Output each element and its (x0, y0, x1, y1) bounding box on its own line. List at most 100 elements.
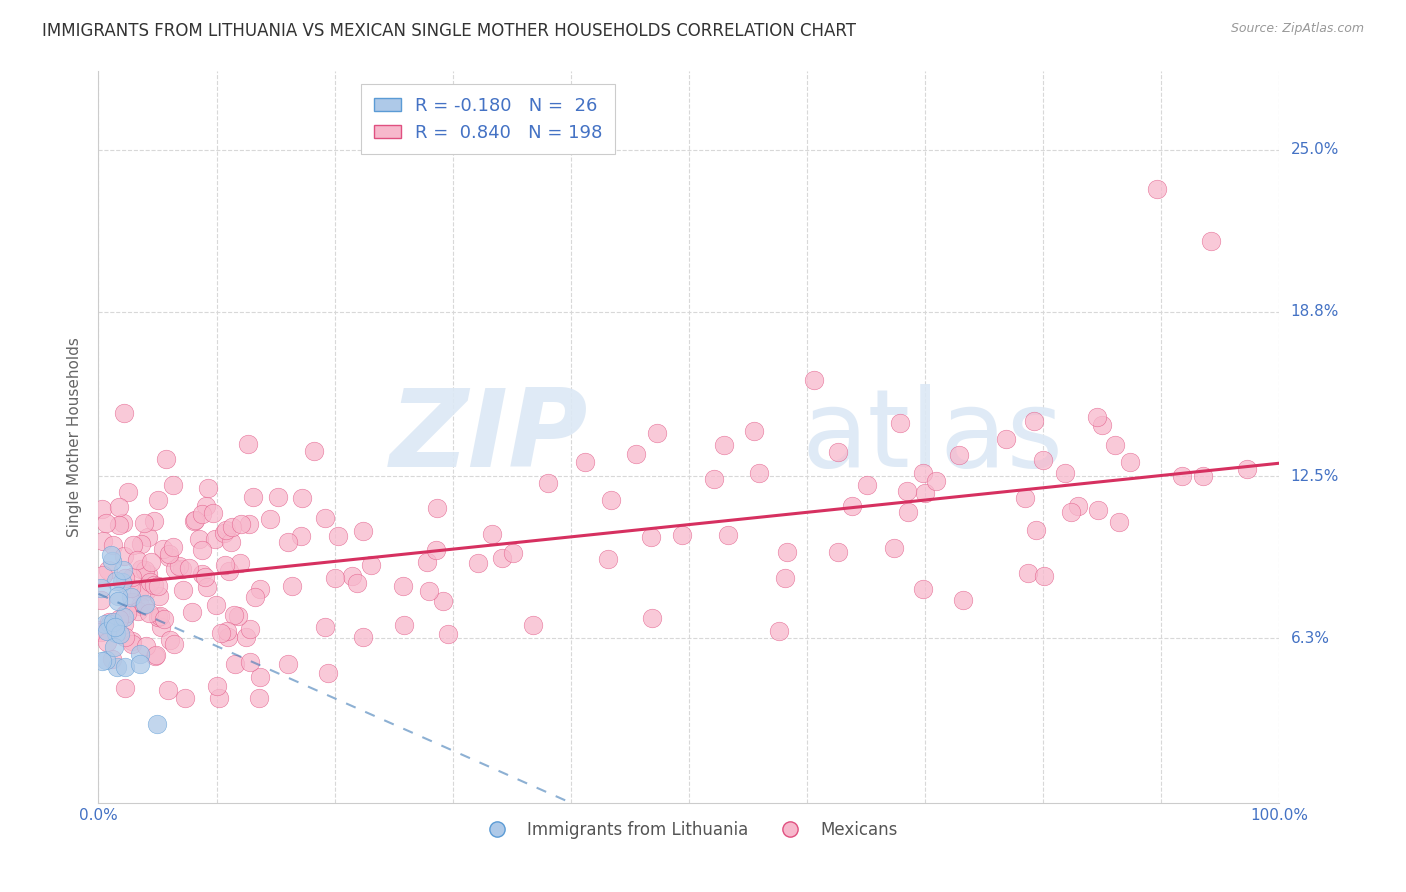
Point (426, 500, 449, 515)
Point (172, 583, 194, 598)
Point (146, 609, 169, 624)
Point (290, 529, 312, 543)
Point (132, 598, 155, 612)
Point (97, 563, 120, 577)
Point (170, 562, 193, 576)
Point (202, 506, 225, 520)
Point (129, 537, 152, 551)
Point (120, 590, 142, 604)
Point (249, 582, 271, 596)
Point (1085, 409, 1108, 424)
Point (162, 477, 184, 491)
Point (242, 490, 264, 504)
Text: ZIP: ZIP (391, 384, 589, 490)
Point (114, 571, 136, 585)
Point (896, 484, 918, 499)
Point (114, 607, 136, 621)
Point (143, 577, 166, 591)
Point (640, 610, 662, 624)
Point (231, 516, 253, 531)
Point (148, 590, 170, 604)
Point (114, 681, 136, 696)
Point (522, 617, 544, 632)
Point (108, 517, 131, 532)
Point (117, 485, 139, 500)
Point (90, 593, 112, 607)
Point (281, 579, 304, 593)
Point (112, 516, 135, 530)
Point (1146, 182, 1168, 196)
Point (112, 616, 135, 631)
Point (120, 581, 142, 595)
Point (713, 438, 735, 452)
Point (1199, 234, 1222, 248)
Point (277, 535, 299, 549)
Point (224, 657, 246, 671)
Point (134, 598, 156, 612)
Point (291, 491, 314, 505)
Point (152, 541, 174, 556)
Point (139, 574, 162, 589)
Point (219, 535, 242, 549)
Point (1014, 491, 1036, 505)
Point (134, 563, 156, 577)
Point (121, 538, 143, 552)
Point (1192, 469, 1215, 483)
Y-axis label: Single Mother Households: Single Mother Households (67, 337, 83, 537)
Point (146, 579, 169, 593)
Point (314, 619, 336, 633)
Point (136, 530, 159, 544)
Point (207, 680, 229, 694)
Point (889, 417, 911, 431)
Point (1104, 438, 1126, 452)
Point (600, 493, 623, 508)
Point (883, 541, 905, 555)
Point (103, 537, 125, 551)
Point (204, 532, 226, 546)
Point (1236, 462, 1258, 476)
Point (90, 624, 112, 639)
Point (1119, 455, 1142, 469)
Text: atlas: atlas (801, 384, 1063, 490)
Point (209, 625, 232, 640)
Point (135, 639, 157, 653)
Point (391, 578, 413, 592)
Point (143, 648, 166, 663)
Point (432, 594, 454, 608)
Point (1017, 566, 1039, 580)
Point (1066, 500, 1088, 514)
Point (239, 622, 262, 636)
Point (157, 683, 180, 698)
Legend: Immigrants from Lithuania, Mexicans: Immigrants from Lithuania, Mexicans (474, 814, 904, 846)
Point (96, 635, 118, 649)
Point (841, 499, 863, 513)
Point (195, 580, 218, 594)
Point (121, 634, 143, 648)
Point (221, 519, 243, 533)
Point (101, 652, 124, 666)
Point (132, 516, 155, 530)
Point (162, 637, 184, 651)
Point (148, 493, 170, 508)
Point (897, 505, 920, 519)
Point (197, 481, 219, 495)
Point (742, 425, 765, 439)
Point (114, 630, 136, 644)
Text: 18.8%: 18.8% (1291, 304, 1339, 319)
Point (215, 624, 238, 639)
Text: 6.3%: 6.3% (1291, 631, 1330, 646)
Point (360, 558, 382, 572)
Point (212, 526, 235, 541)
Point (183, 514, 205, 528)
Point (574, 455, 596, 469)
Point (803, 373, 825, 387)
Point (215, 523, 238, 537)
Point (1108, 515, 1130, 529)
Point (107, 594, 129, 608)
Point (111, 574, 134, 589)
Point (276, 657, 298, 671)
Point (481, 527, 503, 541)
Point (214, 558, 236, 572)
Point (90, 623, 112, 637)
Point (994, 432, 1017, 446)
